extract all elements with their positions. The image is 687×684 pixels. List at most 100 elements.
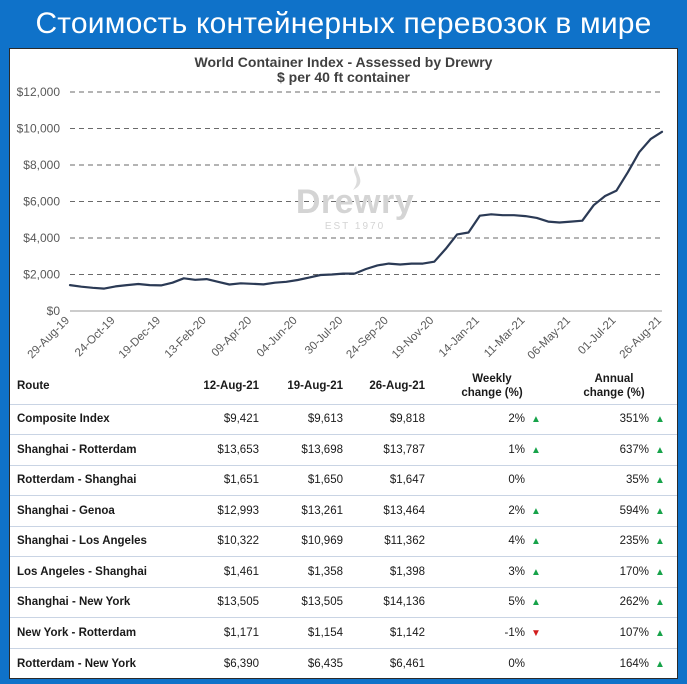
- rate-date-1: $1,171: [185, 617, 265, 648]
- route-name: Rotterdam - Shanghai: [10, 464, 185, 496]
- annual-change: 594% ▲: [551, 495, 677, 526]
- rate-date-1: $13,505: [185, 586, 265, 618]
- rate-date-2: $10,969: [265, 525, 349, 557]
- x-tick-label: 24-Sep-20: [344, 315, 390, 361]
- rate-date-3: $14,136: [349, 586, 433, 618]
- content-panel: $0 $2,000 $4,000 $6,000 $8,000 $10,000 $12,000…: [9, 48, 678, 679]
- rate-date-3: $11,362: [349, 525, 433, 557]
- annual-change-value: 235%: [619, 535, 649, 548]
- rate-date-1: $13,653: [185, 434, 265, 465]
- up-arrow-icon: ▲: [655, 627, 665, 639]
- y-tick-label: $8,000: [23, 158, 60, 172]
- rate-date-2: $1,650: [265, 464, 349, 496]
- annual-change-value: 107%: [619, 626, 649, 639]
- weekly-change-value: 0%: [508, 474, 525, 487]
- annual-change: 637% ▲: [551, 434, 677, 465]
- rate-date-3: $9,818: [349, 403, 433, 435]
- table-row: Rotterdam - New York $6,390 $6,435 $6,461 0%…: [10, 647, 677, 679]
- x-tick-label: 14-Jan-21: [437, 315, 482, 360]
- route-name: Shanghai - Rotterdam: [10, 434, 185, 465]
- weekly-change-value: 3%: [508, 565, 525, 578]
- x-tick-label: 26-Aug-21: [618, 315, 664, 361]
- rate-date-1: $12,993: [185, 495, 265, 526]
- banner-title: Стоимость контейнерных перевозок в мире: [35, 7, 652, 40]
- y-tick-label: $10,000: [17, 122, 61, 136]
- rate-date-3: $13,464: [349, 495, 433, 526]
- table-row: Los Angeles - Shanghai $1,461 $1,358 $1,398…: [10, 556, 677, 587]
- y-tick-label: $6,000: [23, 195, 60, 209]
- weekly-change: 5% ▲: [433, 586, 551, 618]
- route-name: Shanghai - Genoa: [10, 495, 185, 526]
- up-arrow-icon: ▲: [655, 566, 665, 578]
- weekly-change-value: 0%: [508, 657, 525, 670]
- x-tick-label: 19-Dec-19: [117, 315, 163, 361]
- table-header-row: Route 12-Aug-21 19-Aug-21 26-Aug-21 Week…: [10, 368, 677, 405]
- x-tick-label: 06-May-21: [526, 315, 573, 362]
- weekly-change-value: 2%: [508, 413, 525, 426]
- x-tick-label: 04-Jun-20: [255, 315, 300, 360]
- annual-change: 164% ▲: [551, 647, 677, 679]
- up-arrow-icon: ▲: [655, 597, 665, 609]
- flame-logo-icon: [353, 166, 361, 190]
- x-tick-label: 24-Oct-19: [73, 315, 118, 360]
- rate-date-2: $13,261: [265, 495, 349, 526]
- weekly-change-value: 4%: [508, 535, 525, 548]
- header-weekly-line2: change (%): [461, 386, 523, 399]
- up-arrow-icon: ▲: [655, 658, 665, 670]
- rate-date-3: $13,787: [349, 434, 433, 465]
- rates-table: Route 12-Aug-21 19-Aug-21 26-Aug-21 Week…: [10, 368, 677, 679]
- route-name: Shanghai - New York: [10, 586, 185, 618]
- up-arrow-icon: ▲: [531, 414, 541, 426]
- annual-change-value: 262%: [619, 596, 649, 609]
- x-tick-label: 11-Mar-21: [482, 315, 527, 360]
- annual-change-value: 351%: [619, 413, 649, 426]
- rate-date-1: $1,461: [185, 556, 265, 587]
- banner: Стоимость контейнерных перевозок в мире: [0, 0, 687, 48]
- line-chart: $0 $2,000 $4,000 $6,000 $8,000 $10,000 $12,000…: [17, 85, 665, 362]
- rate-date-1: $6,390: [185, 647, 265, 679]
- rate-date-1: $1,651: [185, 464, 265, 496]
- header-annual-line2: change (%): [583, 386, 645, 399]
- rate-date-2: $13,505: [265, 586, 349, 618]
- weekly-change-value: 5%: [508, 596, 525, 609]
- rate-date-2: $1,154: [265, 617, 349, 648]
- x-tick-label: 09-Apr-20: [210, 315, 255, 360]
- header-route: Route: [10, 368, 185, 405]
- weekly-change: 2% ▲: [433, 403, 551, 435]
- weekly-change: 2% ▲: [433, 495, 551, 526]
- y-tick-label: $4,000: [23, 231, 60, 245]
- annual-change-value: 35%: [625, 474, 649, 487]
- x-tick-label: 30-Jul-20: [303, 315, 345, 357]
- annual-change: 35% ▲: [551, 464, 677, 496]
- table-row: Shanghai - Los Angeles $10,322 $10,969 $11,…: [10, 525, 677, 557]
- header-weekly-change: Weekly change (%): [433, 368, 551, 405]
- y-tick-label: $12,000: [17, 85, 61, 99]
- annual-change-value: 170%: [619, 565, 649, 578]
- rate-date-2: $1,358: [265, 556, 349, 587]
- weekly-change-value: -1%: [504, 626, 525, 639]
- up-arrow-icon: ▲: [655, 444, 665, 456]
- x-tick-label: 29-Aug-19: [26, 315, 72, 361]
- header-annual-line1: Annual: [594, 372, 634, 385]
- chart-area: $0 $2,000 $4,000 $6,000 $8,000 $10,000 $12,000…: [10, 49, 677, 367]
- weekly-change-value: 2%: [508, 504, 525, 517]
- rate-date-2: $6,435: [265, 647, 349, 679]
- header-date-2: 19-Aug-21: [265, 368, 349, 405]
- watermark-est: EST 1970: [324, 221, 386, 232]
- header-date-1: 12-Aug-21: [185, 368, 265, 405]
- header-date-3: 26-Aug-21: [349, 368, 433, 405]
- x-tick-label: 13-Feb-20: [163, 315, 209, 361]
- y-tick-label: $0: [47, 304, 61, 318]
- drewry-watermark: Drewry EST 1970: [285, 166, 425, 241]
- rate-date-3: $6,461: [349, 647, 433, 679]
- route-name: New York - Rotterdam: [10, 617, 185, 648]
- annual-change: 351% ▲: [551, 403, 677, 435]
- header-annual-change: Annual change (%): [551, 368, 677, 405]
- annual-change-value: 594%: [619, 504, 649, 517]
- table-row: Shanghai - Rotterdam $13,653 $13,698 $13,78…: [10, 434, 677, 465]
- chart-subtitle: $ per 40 ft container: [276, 69, 411, 85]
- series-line: [68, 130, 664, 290]
- rate-date-1: $10,322: [185, 525, 265, 557]
- table-row: Rotterdam - Shanghai $1,651 $1,650 $1,647 0%…: [10, 464, 677, 496]
- up-arrow-icon: ▲: [655, 475, 665, 487]
